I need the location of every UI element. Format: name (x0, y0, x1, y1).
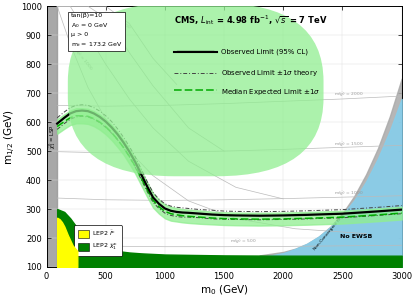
Text: m($\tilde{g}$) = 500: m($\tilde{g}$) = 500 (230, 237, 257, 245)
Text: m($\tilde{q}$) = 1500: m($\tilde{q}$) = 1500 (70, 9, 97, 36)
Text: tan(β)=10
A$_0$ = 0 GeV
μ > 0
m$_t$ = 173.2 GeV: tan(β)=10 A$_0$ = 0 GeV μ > 0 m$_t$ = 17… (71, 13, 122, 49)
Text: $\tilde{\chi}_1^0$ = LSP: $\tilde{\chi}_1^0$ = LSP (47, 124, 58, 149)
Text: m($\tilde{q}$) = 2000: m($\tilde{q}$) = 2000 (85, 9, 114, 34)
Text: m($\tilde{q}$) = 1000: m($\tilde{q}$) = 1000 (70, 44, 95, 72)
X-axis label: m$_0$ (GeV): m$_0$ (GeV) (200, 284, 249, 297)
Text: m($\tilde{q}$) = 2500: m($\tilde{q}$) = 2500 (103, 9, 133, 32)
Text: Median Expected Limit $\pm 1\sigma$: Median Expected Limit $\pm 1\sigma$ (220, 87, 320, 97)
Text: No EWSB: No EWSB (340, 234, 373, 239)
FancyBboxPatch shape (68, 3, 324, 176)
Text: Observed Limit (95% CL): Observed Limit (95% CL) (220, 49, 308, 55)
Text: Non-Convergent RGE's: Non-Convergent RGE's (313, 210, 348, 251)
Text: m($\tilde{g}$) = 2000: m($\tilde{g}$) = 2000 (334, 91, 364, 98)
Legend: LEP2 $\tilde{l}^{\pm}$, LEP2 $\tilde{\chi}_1^{\pm}$: LEP2 $\tilde{l}^{\pm}$, LEP2 $\tilde{\ch… (74, 225, 122, 256)
Text: m($\tilde{g}$) = 1000: m($\tilde{g}$) = 1000 (334, 189, 364, 197)
Text: Observed Limit $\pm 1\sigma$ theory: Observed Limit $\pm 1\sigma$ theory (220, 68, 317, 78)
Text: m($\tilde{g}$) = 1500: m($\tilde{g}$) = 1500 (334, 140, 364, 148)
Bar (46, 6, 57, 267)
Text: CMS, $L_{\mathrm{int}}$ = 4.98 fb$^{-1}$, $\sqrt{s}$ = 7 TeV: CMS, $L_{\mathrm{int}}$ = 4.98 fb$^{-1}$… (174, 13, 328, 27)
Y-axis label: m$_{1/2}$ (GeV): m$_{1/2}$ (GeV) (3, 109, 18, 165)
